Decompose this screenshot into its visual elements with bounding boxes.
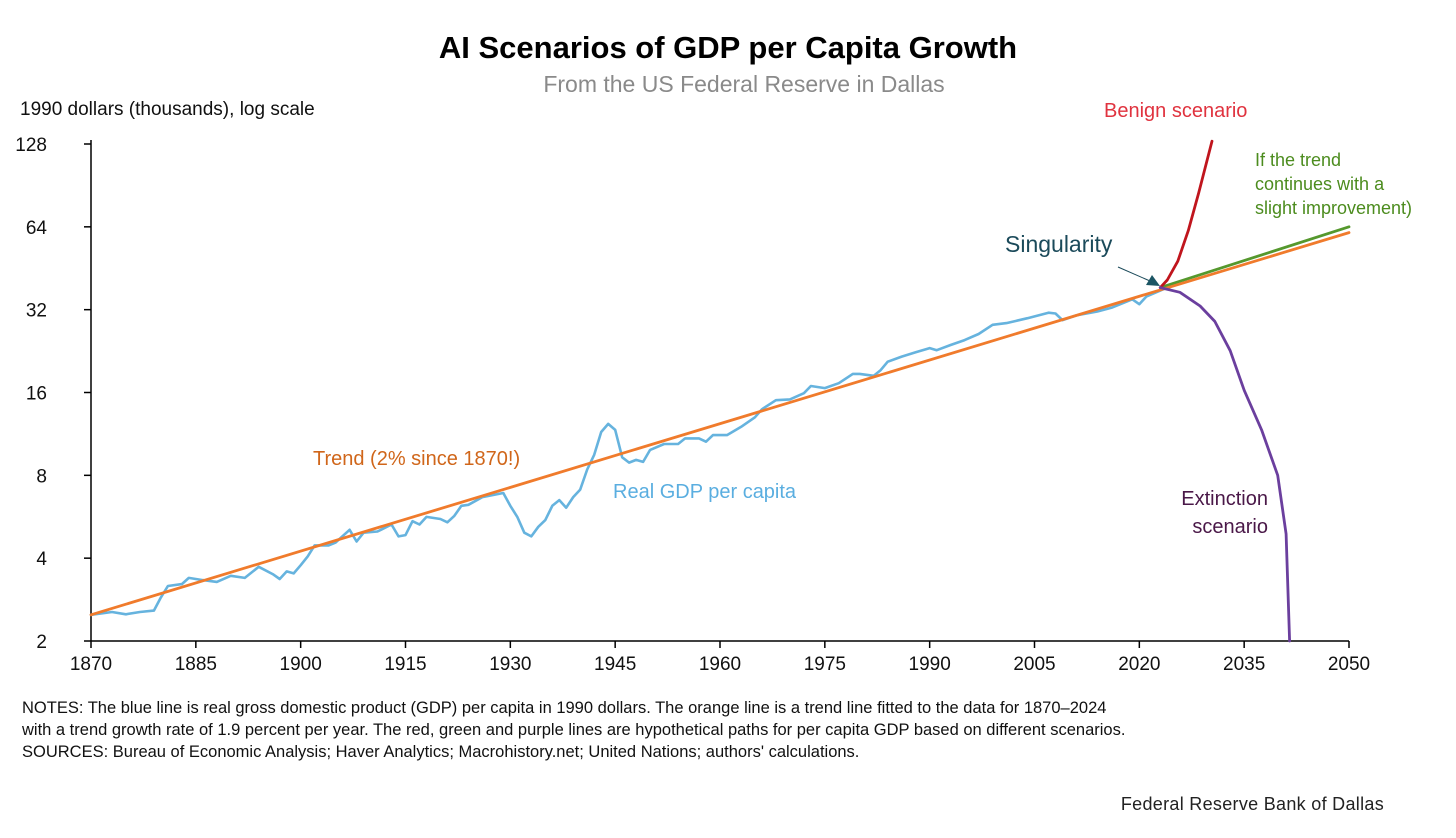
x-tick-label: 1975 [804, 654, 846, 675]
notes-text: NOTES: The blue line is real gross domes… [22, 699, 1126, 739]
x-tick-label: 2035 [1223, 654, 1265, 675]
real-gdp-line [89, 286, 1169, 617]
y-tick-label: 16 [26, 384, 47, 405]
x-tick-label: 2005 [1013, 654, 1055, 675]
y-tick-label: 4 [36, 549, 47, 570]
y-tick-label: 8 [36, 466, 47, 487]
singularity-arrow [1117, 266, 1160, 286]
y-tick-label: 64 [26, 218, 48, 239]
x-tick-label: 1930 [489, 654, 531, 675]
y-tick-label: 128 [15, 135, 47, 156]
trend-label: Trend (2% since 1870!) [313, 448, 520, 470]
extinction-scenario-line [1158, 286, 1291, 643]
x-tick-label: 2050 [1328, 654, 1370, 675]
x-tick-label: 2020 [1118, 654, 1160, 675]
x-tick-label: 1900 [280, 654, 322, 675]
notes: NOTES: The blue line is real gross domes… [22, 697, 1132, 763]
footer-credit: Federal Reserve Bank of Dallas [1120, 794, 1384, 814]
x-tick-label: 1870 [70, 654, 112, 675]
axes: 128 64 32 16 8 4 2 1870 1885 1900 1915 1930 1945 1960… [15, 135, 1370, 675]
label-line: Extinction [1181, 488, 1268, 510]
sources-text: SOURCES: Bureau of Economic Analysis; Ha… [22, 743, 860, 761]
x-tick-label: 1885 [175, 654, 217, 675]
x-tick-label: 1915 [384, 654, 426, 675]
trend-line [89, 231, 1351, 617]
x-tick-label: 1945 [594, 654, 636, 675]
y-axis-label: 1990 dollars (thousands), log scale [20, 99, 315, 120]
real-gdp-label: Real GDP per capita [613, 481, 797, 503]
trend-improvement-line [1158, 225, 1351, 289]
label-line: continues with a [1255, 174, 1385, 194]
y-tick-label: 32 [26, 301, 47, 322]
label-line: slight improvement) [1255, 198, 1412, 218]
benign-scenario-line [1158, 139, 1214, 289]
x-tick-label: 1960 [699, 654, 741, 675]
chart-subtitle: From the US Federal Reserve in Dallas [543, 71, 944, 97]
label-line: If the trend [1255, 150, 1341, 170]
chart-title: AI Scenarios of GDP per Capita Growth [439, 30, 1017, 65]
extinction-label: Extinction scenario [1181, 488, 1268, 538]
x-tick-label: 1990 [909, 654, 951, 675]
y-tick-label: 2 [36, 632, 47, 653]
series-lines [89, 139, 1351, 643]
benign-label: Benign scenario [1104, 100, 1247, 122]
singularity-label: Singularity [1005, 231, 1113, 257]
label-line: scenario [1192, 516, 1268, 538]
trend-improvement-label: If the trend continues with a slight imp… [1255, 150, 1412, 218]
